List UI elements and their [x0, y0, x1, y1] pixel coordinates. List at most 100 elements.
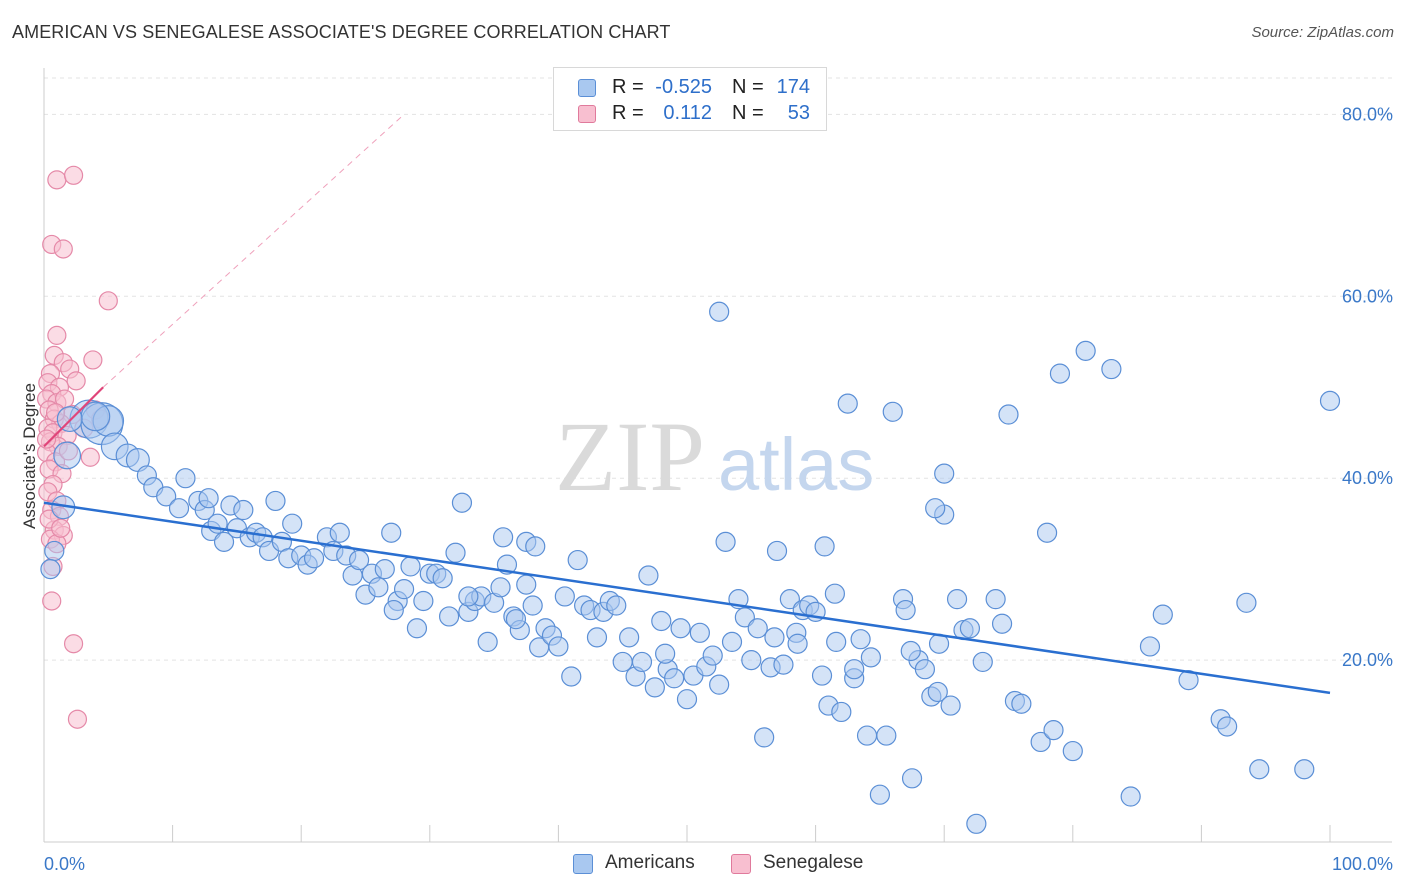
senegalese-point — [83, 350, 103, 370]
legend-r-label: R = — [612, 102, 644, 124]
americans-trend-line — [43, 501, 1331, 695]
americans-point — [998, 404, 1019, 425]
americans-point — [1036, 522, 1058, 543]
senegalese-legend-label: Senegalese — [763, 852, 864, 873]
americans-point — [985, 589, 1006, 610]
senegalese-point — [47, 170, 67, 190]
americans-point — [876, 725, 897, 746]
americans-point — [303, 548, 325, 569]
legend-r-value: -0.525 — [655, 76, 712, 98]
americans-point — [198, 488, 219, 509]
americans-point — [1178, 670, 1199, 691]
americans-point — [824, 583, 845, 604]
americans-point — [44, 540, 65, 562]
watermark-zip: ZIP — [555, 401, 705, 512]
americans-point — [1152, 604, 1173, 625]
americans-point — [940, 695, 961, 716]
senegalese-point — [80, 447, 100, 467]
americans-point — [374, 559, 395, 580]
americans-point — [837, 393, 858, 414]
source-credit: Source: ZipAtlas.com — [1251, 24, 1394, 41]
chart-title: AMERICAN VS SENEGALESE ASSOCIATE'S DEGRE… — [12, 22, 671, 42]
americans-point — [741, 649, 762, 671]
legend-row-americans: R = -0.525 N = 174 — [554, 76, 826, 102]
americans-point — [1139, 636, 1161, 657]
legend-n-label: N = — [732, 102, 764, 124]
americans-point — [393, 579, 415, 600]
americans-point — [927, 681, 948, 703]
americans-point — [586, 627, 608, 648]
senegalese-legend-swatch — [731, 854, 751, 874]
americans-point — [773, 654, 794, 675]
americans-legend-label: Americans — [605, 852, 695, 873]
trend-lines — [43, 114, 1331, 695]
americans-point — [1294, 759, 1315, 780]
americans-point — [826, 631, 847, 653]
legend-r-label: R = — [612, 76, 644, 98]
americans-point — [895, 599, 916, 621]
americans-point — [432, 568, 453, 589]
legend-r-value: 0.112 — [663, 102, 712, 124]
americans-point — [383, 599, 404, 621]
y-tick-label: 60.0% — [1342, 286, 1393, 306]
senegalese-trend-extension — [102, 114, 405, 388]
americans-point — [413, 590, 434, 612]
x-tick-label-min: 0.0% — [44, 854, 85, 874]
americans-point — [754, 727, 775, 748]
americans-point — [567, 549, 588, 571]
y-axis-title: Associate's Degree — [20, 383, 39, 529]
americans-point — [670, 618, 691, 639]
americans-points — [40, 301, 1341, 834]
senegalese-point — [53, 239, 73, 259]
americans-point — [779, 589, 800, 610]
americans-point — [1249, 759, 1270, 780]
americans-point — [1120, 786, 1141, 807]
americans-point — [747, 618, 768, 639]
americans-point — [406, 618, 428, 639]
americans-point — [914, 659, 936, 680]
y-tick-label: 40.0% — [1342, 468, 1393, 488]
americans-point — [644, 677, 665, 698]
americans-point — [715, 531, 736, 552]
americans-swatch — [578, 79, 596, 97]
americans-point — [856, 725, 878, 746]
americans-point — [56, 406, 83, 433]
americans-point — [631, 651, 653, 673]
americans-point — [265, 490, 286, 512]
americans-point — [438, 606, 460, 627]
americans-point — [814, 536, 835, 557]
americans-point — [477, 631, 498, 653]
senegalese-point — [98, 291, 118, 311]
americans-point — [329, 522, 350, 543]
americans-point — [156, 486, 177, 507]
legend-n-label: N = — [732, 76, 764, 98]
americans-point — [1030, 731, 1051, 753]
correlation-legend: R = -0.525 N = 174 R = 0.112 N = 53 — [553, 67, 827, 131]
americans-point — [766, 540, 788, 562]
americans-point — [991, 613, 1013, 634]
y-tick-label: 80.0% — [1342, 104, 1393, 124]
americans-point — [40, 559, 61, 580]
americans-point — [811, 665, 833, 686]
americans-point — [493, 527, 514, 548]
americans-point — [451, 492, 473, 513]
americans-point — [721, 631, 743, 653]
senegalese-point — [67, 709, 88, 729]
senegalese-trend-line — [43, 386, 104, 448]
americans-point — [655, 643, 676, 664]
americans-point — [606, 595, 627, 616]
legend-n-value: 53 — [787, 102, 810, 124]
americans-point — [966, 813, 987, 834]
americans-point — [689, 622, 710, 643]
senegalese-point — [42, 591, 62, 611]
americans-point — [554, 586, 575, 607]
grid-layer — [44, 77, 1392, 661]
americans-point — [651, 610, 672, 632]
americans-point — [850, 629, 871, 650]
legend-row-senegalese: R = 0.112 N = 53 — [554, 102, 826, 128]
americans-point — [233, 499, 254, 521]
americans-point — [934, 463, 955, 484]
americans-point — [522, 595, 543, 616]
americans-point — [1043, 720, 1064, 741]
